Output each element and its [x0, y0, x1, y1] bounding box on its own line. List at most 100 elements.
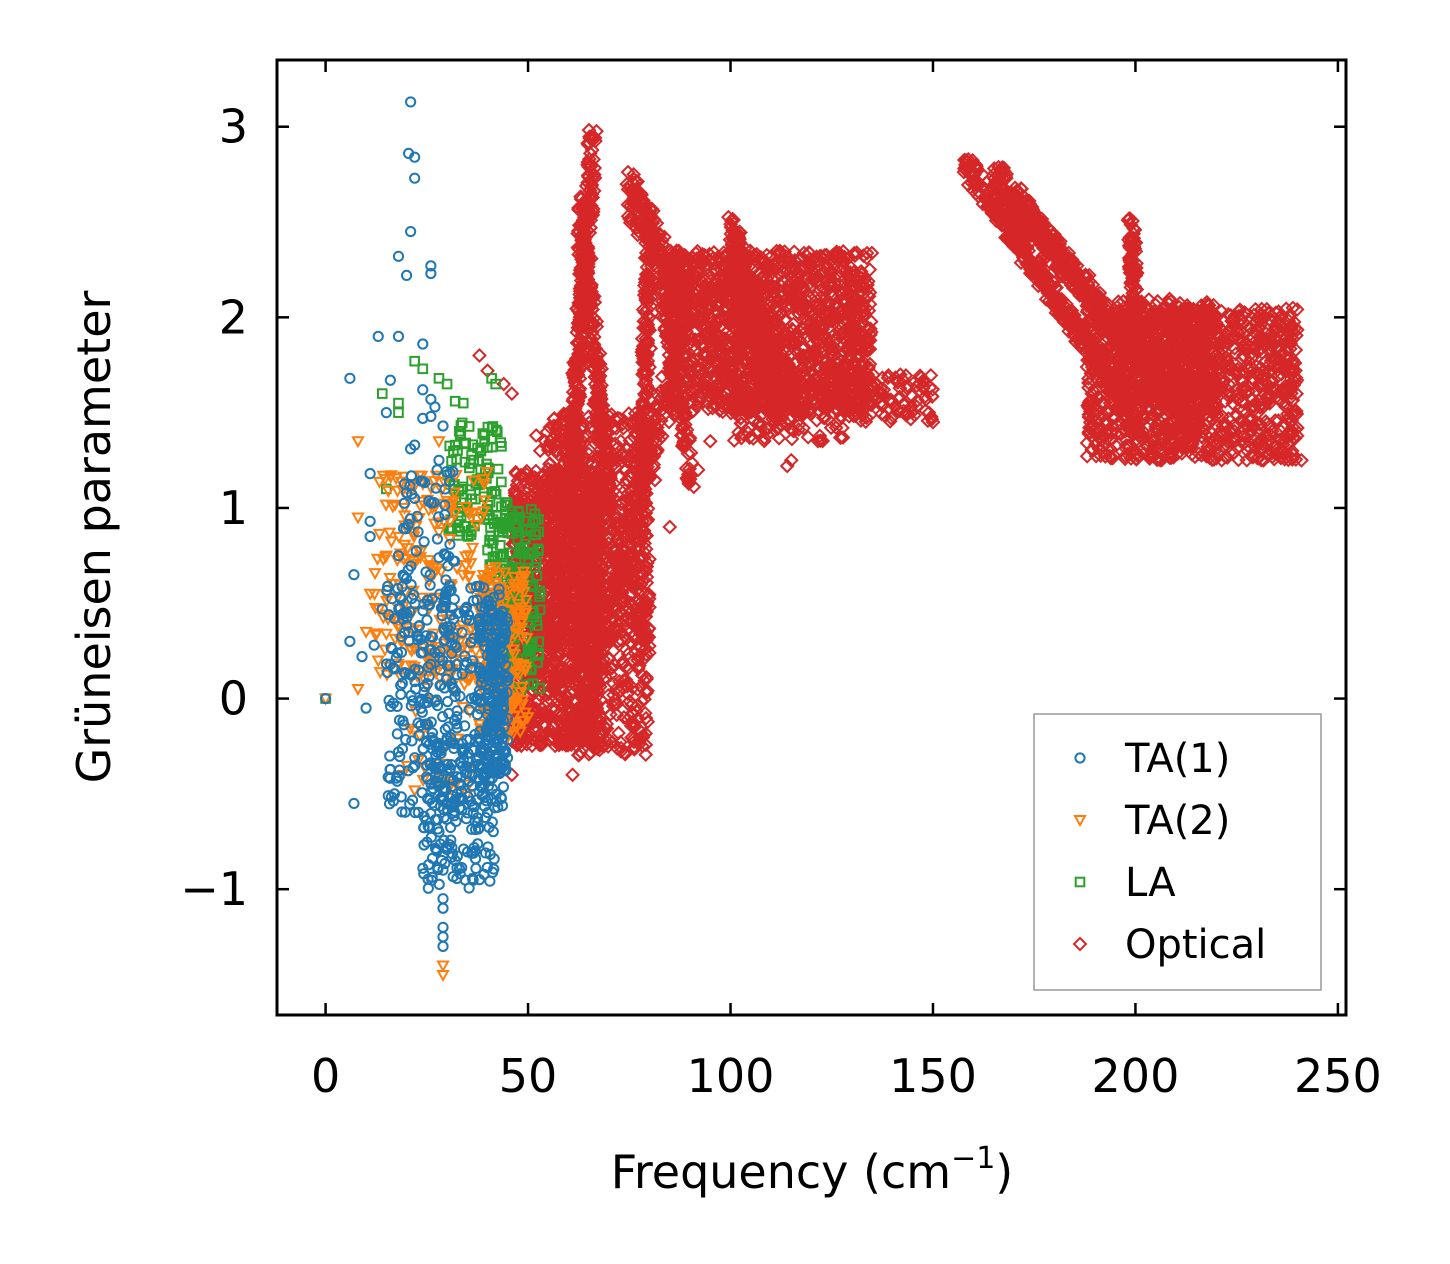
data-point-optical [609, 696, 625, 712]
data-point-optical [712, 252, 727, 268]
data-point-optical [625, 680, 641, 696]
data-point-optical [782, 329, 798, 345]
data-point-optical [554, 680, 570, 696]
data-point-optical [759, 279, 775, 295]
data-point-optical [548, 442, 564, 458]
data-point-optical [600, 530, 616, 546]
data-point-optical [793, 379, 809, 395]
data-point-optical [600, 687, 616, 703]
data-point-optical [513, 467, 529, 483]
data-point-optical [836, 255, 852, 271]
data-point-optical [689, 392, 704, 408]
data-point-optical [571, 623, 587, 639]
data-point-optical [824, 277, 840, 293]
data-point-optical [549, 667, 565, 683]
data-point-optical [638, 747, 654, 763]
data-point-optical [618, 659, 633, 675]
data-point-optical [614, 416, 630, 432]
data-point-optical [605, 676, 621, 691]
data-point-optical [833, 429, 849, 445]
data-point-optical [541, 484, 557, 500]
data-point-optical [549, 596, 565, 612]
data-point-optical [707, 354, 722, 370]
data-point-optical [637, 673, 653, 689]
data-point-optical [556, 619, 572, 635]
data-point-optical [781, 356, 797, 372]
data-point-optical [801, 245, 817, 260]
data-point-optical [639, 559, 655, 575]
data-point-optical [807, 289, 823, 305]
data-point-optical [534, 730, 550, 746]
data-point-optical [796, 420, 811, 436]
data-point-optical [702, 246, 717, 262]
data-point-optical [703, 273, 719, 289]
data-point-optical [513, 738, 529, 754]
data-point-optical [575, 629, 591, 645]
data-point-optical [862, 333, 878, 348]
data-point-optical [549, 578, 565, 594]
data-point-optical [526, 722, 542, 738]
data-point-optical [573, 471, 588, 487]
data-point-optical [702, 335, 718, 350]
data-point-optical [797, 351, 812, 367]
data-point-optical [507, 488, 523, 504]
data-point-optical [688, 245, 704, 261]
data-point-optical [581, 746, 597, 762]
data-point-optical [711, 364, 727, 379]
data-point-optical [539, 562, 555, 578]
data-point-optical [598, 733, 614, 749]
data-point-optical [705, 400, 720, 416]
data-point-optical [766, 279, 782, 295]
data-point-optical [835, 430, 851, 445]
data-point-optical [547, 633, 563, 649]
data-point-optical [773, 289, 789, 304]
data-point-optical [793, 289, 808, 305]
data-point-optical [640, 629, 656, 644]
data-point-optical [527, 470, 543, 485]
data-point-optical [571, 525, 587, 541]
data-point-optical [588, 506, 604, 521]
data-point-optical [726, 433, 742, 448]
data-point-optical [778, 311, 794, 327]
data-point-optical [599, 622, 614, 638]
series-optical [472, 122, 1309, 783]
data-point-optical [697, 248, 713, 263]
data-point-optical [584, 687, 600, 703]
data-point-optical [554, 524, 570, 540]
data-point-optical [714, 394, 730, 410]
data-point-optical [682, 352, 698, 368]
data-point-optical [614, 595, 630, 611]
data-point-optical [616, 710, 632, 725]
data-point-optical [718, 310, 734, 326]
data-point-optical [613, 734, 628, 750]
data-point-optical [816, 287, 831, 302]
data-point-optical [558, 738, 574, 753]
data-point-optical [510, 735, 525, 751]
data-point-optical [855, 297, 871, 313]
data-point-optical [622, 433, 638, 449]
data-point-optical [607, 692, 623, 708]
data-point-optical [571, 661, 587, 677]
data-point-optical [787, 272, 803, 288]
data-point-optical [613, 744, 629, 759]
data-point-optical [564, 572, 580, 588]
data-point-optical [589, 741, 605, 757]
data-point-optical [821, 277, 837, 293]
data-point-optical [639, 669, 654, 685]
data-point-optical [826, 339, 841, 354]
data-point-optical [863, 314, 879, 330]
data-point-optical [815, 433, 831, 449]
data-point-optical [574, 544, 590, 560]
data-point-optical [862, 356, 878, 372]
data-point-optical [622, 448, 638, 464]
data-point-optical [630, 575, 646, 591]
data-point-optical [705, 291, 721, 307]
data-point-optical [604, 632, 620, 647]
data-point-optical [544, 539, 560, 555]
data-point-optical [592, 533, 608, 549]
data-point-optical [614, 625, 630, 641]
data-point-optical [706, 369, 722, 385]
data-point-optical [796, 245, 812, 261]
data-point-optical [797, 269, 813, 284]
data-point-optical [583, 546, 599, 561]
